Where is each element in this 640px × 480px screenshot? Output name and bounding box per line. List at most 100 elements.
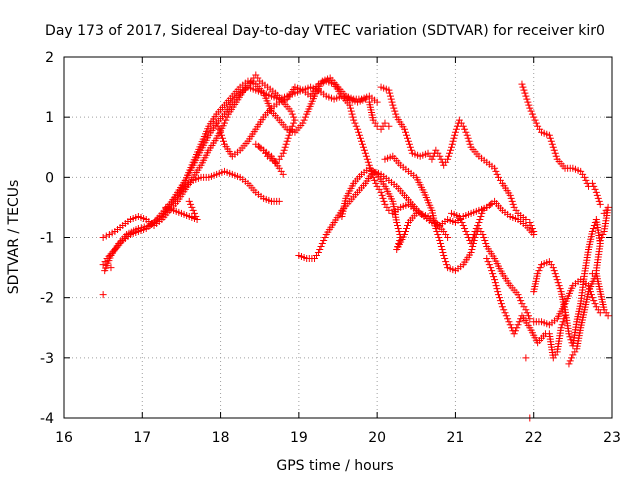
data-point — [389, 101, 397, 109]
data-point — [477, 212, 485, 220]
data-point — [494, 291, 502, 299]
y-tick-label: 0 — [45, 170, 54, 186]
data-point — [193, 215, 201, 223]
data-point — [192, 212, 200, 220]
data-point — [547, 137, 555, 145]
x-tick-label: 19 — [290, 430, 308, 446]
data-points — [99, 71, 612, 422]
data-point — [219, 134, 227, 142]
data-point — [448, 143, 456, 151]
data-point — [527, 221, 535, 229]
data-point — [434, 230, 442, 238]
data-point — [520, 86, 528, 94]
data-point — [357, 134, 365, 142]
data-point — [517, 297, 525, 305]
data-point — [508, 197, 516, 205]
data-point — [369, 173, 377, 181]
data-point — [403, 134, 411, 142]
data-point — [187, 200, 195, 208]
y-tick-label: 2 — [45, 50, 54, 66]
data-point — [554, 279, 562, 287]
data-point — [455, 212, 463, 220]
y-tick-label: -4 — [40, 411, 54, 427]
data-point — [588, 179, 596, 187]
data-point — [281, 143, 289, 151]
data-point — [394, 224, 402, 232]
data-point — [491, 164, 499, 172]
data-point — [471, 227, 479, 235]
data-point — [448, 140, 456, 148]
data-point — [213, 119, 221, 127]
data-point — [387, 95, 395, 103]
x-tick-label: 20 — [368, 430, 386, 446]
data-point — [283, 137, 291, 145]
data-point — [468, 246, 476, 254]
data-point — [442, 258, 450, 266]
data-point — [355, 128, 363, 136]
data-point — [350, 116, 358, 124]
data-point — [218, 131, 226, 139]
data-point — [99, 234, 107, 241]
data-point — [588, 294, 596, 302]
data-point — [288, 110, 296, 118]
data-point — [596, 309, 604, 317]
data-point — [592, 188, 600, 196]
data-point — [444, 234, 452, 241]
data-point — [464, 134, 472, 142]
data-point — [559, 318, 567, 326]
data-point — [377, 188, 385, 196]
data-point — [443, 261, 451, 269]
data-point — [552, 273, 560, 281]
data-point — [462, 128, 470, 136]
x-tick-label: 21 — [447, 430, 465, 446]
data-point — [483, 203, 491, 211]
data-point — [535, 267, 543, 275]
data-point — [470, 230, 478, 238]
data-point — [534, 270, 542, 278]
data-point — [474, 221, 482, 229]
data-point — [403, 221, 411, 229]
data-point — [357, 137, 365, 145]
data-point — [507, 194, 515, 202]
data-point — [536, 264, 544, 272]
data-point — [517, 315, 525, 323]
data-point — [461, 125, 469, 133]
data-point — [215, 125, 223, 133]
data-point — [495, 294, 503, 302]
data-point — [553, 276, 561, 284]
data-point — [401, 125, 409, 133]
data-point — [521, 89, 529, 97]
data-point — [378, 191, 386, 199]
data-point — [451, 128, 459, 136]
data-point — [385, 86, 393, 94]
data-point — [392, 110, 400, 118]
data-point — [445, 152, 453, 160]
data-point — [222, 116, 230, 124]
data-point — [256, 143, 264, 151]
data-point — [385, 206, 393, 214]
data-point — [467, 240, 475, 248]
data-point — [99, 291, 107, 299]
data-point — [347, 107, 355, 115]
data-point — [600, 209, 608, 217]
data-point — [457, 215, 465, 223]
data-point — [515, 294, 523, 302]
data-point — [404, 137, 412, 145]
data-point — [381, 119, 389, 127]
data-point — [528, 224, 536, 232]
data-point — [189, 206, 197, 214]
data-point — [549, 264, 557, 272]
data-point — [487, 264, 495, 272]
data-point — [379, 194, 387, 202]
data-point — [284, 134, 292, 142]
data-point — [530, 113, 538, 121]
data-point — [497, 300, 505, 308]
data-point — [190, 209, 198, 217]
data-point — [446, 149, 454, 157]
data-point — [565, 360, 573, 368]
data-point — [488, 267, 496, 275]
data-point — [526, 104, 534, 112]
data-point — [401, 230, 409, 238]
data-point — [402, 227, 410, 235]
chart-title: Day 173 of 2017, Sidereal Day-to-day VTE… — [45, 23, 605, 39]
